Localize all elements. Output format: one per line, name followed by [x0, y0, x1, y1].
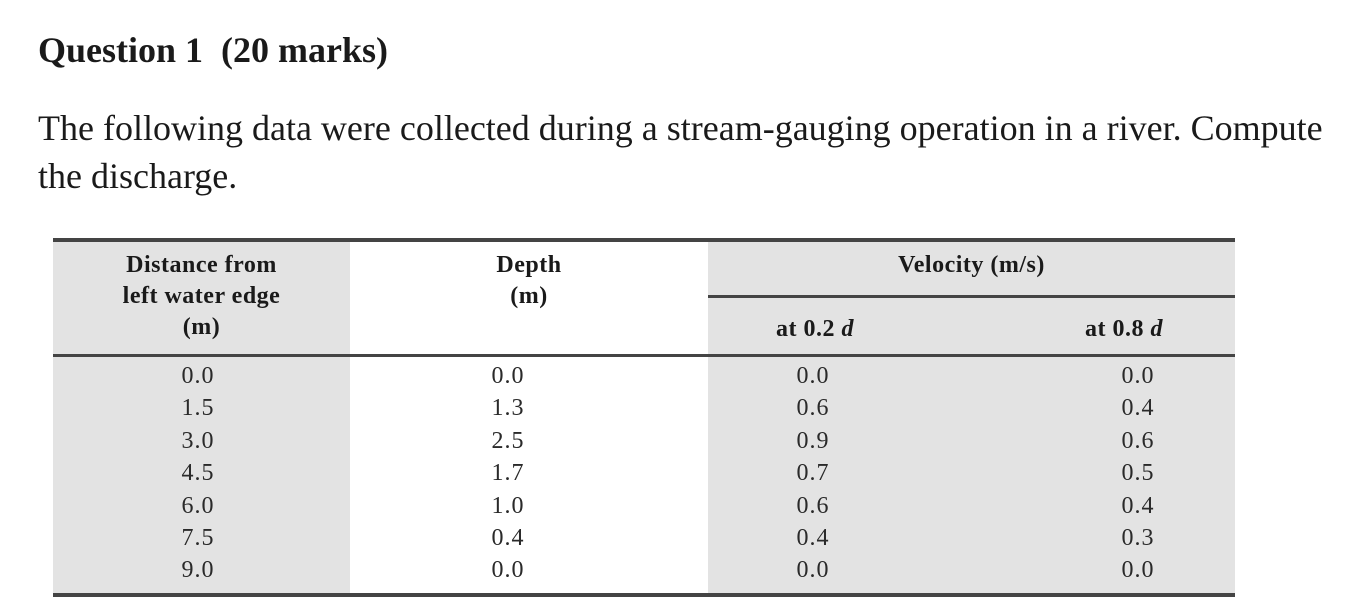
- distance-value: 7.5: [181, 525, 215, 552]
- table-header-rule: [53, 354, 1235, 357]
- velocity-08d-value: 0.0: [1121, 557, 1155, 584]
- depth-value: 2.5: [491, 427, 525, 454]
- velocity-02d-value: 0.9: [796, 427, 830, 454]
- depth-value: 0.0: [491, 557, 525, 584]
- velocity-header-rule: [708, 295, 1235, 298]
- depth-value: 0.0: [491, 363, 525, 389]
- distance-value: 1.5: [181, 395, 215, 422]
- header-velocity-08d-prefix: at 0.8: [1085, 316, 1151, 342]
- velocity-08d-value: 0.6: [1121, 427, 1155, 454]
- velocity-08d-column: 0.0 0.4 0.6 0.5 0.4 0.3 0.0: [1053, 360, 1223, 587]
- table-top-rule: [53, 238, 1235, 242]
- header-velocity: Velocity (m/s): [898, 252, 1045, 278]
- velocity-08d-value: 0.5: [1121, 460, 1155, 487]
- distance-value: 0.0: [181, 363, 215, 389]
- velocity-02d-value: 0.7: [796, 460, 830, 487]
- header-velocity-02d-prefix: at 0.2: [776, 316, 842, 342]
- header-distance: Distance from left water edge (m): [53, 250, 350, 343]
- header-distance-line2: left water edge: [122, 283, 281, 309]
- header-distance-line3: (m): [182, 314, 221, 340]
- depth-value: 1.7: [491, 460, 525, 487]
- velocity-02d-value: 0.0: [796, 557, 830, 584]
- depth-value: 1.0: [491, 492, 525, 519]
- velocity-column-shade: [708, 242, 1235, 593]
- distance-column: 0.0 1.5 3.0 4.5 6.0 7.5 9.0: [113, 360, 283, 587]
- question-text: The following data were collected during…: [38, 108, 1323, 196]
- question-title: Question 1 (20 marks): [38, 30, 388, 70]
- velocity-02d-column: 0.0 0.6 0.9 0.7 0.6 0.4 0.0: [733, 360, 893, 587]
- distance-column-shade: [53, 242, 350, 593]
- distance-value: 4.5: [181, 460, 215, 487]
- header-depth-line2: (m): [510, 283, 548, 309]
- distance-value: 6.0: [181, 492, 215, 519]
- header-depth: Depth (m): [350, 250, 708, 312]
- velocity-08d-value: 0.4: [1121, 395, 1155, 422]
- velocity-02d-value: 0.0: [796, 363, 830, 389]
- depth-column: 0.0 1.3 2.5 1.7 1.0 0.4 0.0: [423, 360, 593, 587]
- velocity-02d-value: 0.4: [796, 525, 830, 552]
- stream-gauging-table: Distance from left water edge (m) Depth …: [53, 238, 1235, 598]
- header-velocity-02d-var: d: [841, 316, 854, 342]
- header-velocity-08d: at 0.8 d: [1013, 314, 1235, 345]
- depth-value: 0.4: [491, 525, 525, 552]
- depth-value: 1.3: [491, 395, 525, 422]
- distance-value: 3.0: [181, 427, 215, 454]
- velocity-08d-value: 0.0: [1121, 363, 1155, 389]
- velocity-02d-value: 0.6: [796, 395, 830, 422]
- header-depth-line1: Depth: [496, 252, 562, 278]
- velocity-08d-value: 0.4: [1121, 492, 1155, 519]
- header-distance-line1: Distance from: [126, 252, 277, 278]
- distance-value: 9.0: [181, 557, 215, 584]
- velocity-08d-value: 0.3: [1121, 525, 1155, 552]
- header-velocity-02d: at 0.2 d: [708, 314, 922, 345]
- table-bottom-rule: [53, 593, 1235, 597]
- velocity-02d-value: 0.6: [796, 492, 830, 519]
- header-velocity-08d-var: d: [1150, 316, 1163, 342]
